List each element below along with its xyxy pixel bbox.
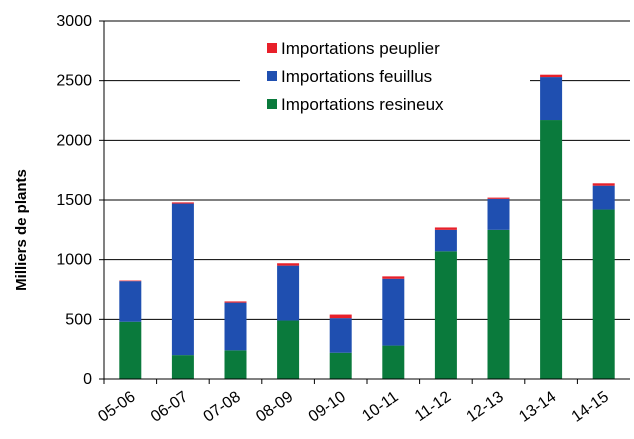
legend-box	[240, 32, 530, 120]
bar-segment	[277, 263, 300, 266]
y-tick-label: 1000	[56, 252, 92, 269]
legend-label: Importations resineux	[281, 95, 444, 114]
bar-segment	[119, 321, 142, 379]
x-tick-label: 05-06	[95, 388, 138, 425]
y-axis-label: Milliers de plants	[13, 169, 30, 291]
bar-segment	[434, 229, 457, 252]
x-tick-label: 08-09	[253, 388, 296, 425]
x-tick-label: 07-08	[201, 388, 244, 425]
bar-segment	[540, 120, 563, 380]
bar-segment	[119, 281, 142, 322]
bar-segment	[119, 280, 142, 282]
bar-segment	[487, 197, 510, 199]
bar-segment	[382, 345, 405, 379]
y-tick-label: 500	[65, 311, 92, 328]
bar-segment	[224, 301, 247, 303]
legend-swatch	[267, 71, 277, 81]
x-tick-label: 12-13	[464, 388, 507, 425]
bar-segment	[277, 265, 300, 321]
y-tick-label: 2000	[56, 132, 92, 149]
y-tick-label: 3000	[56, 13, 92, 30]
bar-segment	[434, 251, 457, 379]
bar-segment	[592, 185, 615, 210]
bar-segment	[277, 320, 300, 379]
y-tick-label: 2500	[56, 73, 92, 90]
bar-segment	[540, 77, 563, 121]
legend-label: Importations peuplier	[281, 39, 440, 58]
y-tick-label: 1500	[56, 192, 92, 209]
bar-segment	[487, 229, 510, 379]
x-tick-label: 11-12	[412, 388, 454, 425]
x-tick-label: 10-11	[359, 388, 401, 425]
legend-label: Importations feuillus	[281, 67, 432, 86]
bar-segment	[592, 209, 615, 379]
bar-segment	[329, 352, 352, 379]
bar-segment	[171, 202, 194, 204]
bar-segment	[329, 314, 352, 319]
bar-segment	[171, 355, 194, 379]
bar-segment	[329, 318, 352, 353]
x-tick-label: 13-14	[516, 388, 559, 425]
bar-segment	[224, 302, 247, 351]
bar-segment	[171, 203, 194, 356]
legend-swatch	[267, 99, 277, 109]
bar-segment	[224, 350, 247, 379]
bar-segment	[487, 198, 510, 230]
x-tick-label: 14-15	[569, 388, 612, 425]
legend-swatch	[267, 43, 277, 53]
bar-segment	[592, 183, 615, 186]
y-tick-label: 0	[83, 371, 92, 388]
bar-segment	[434, 227, 457, 230]
bar-segment	[382, 276, 405, 279]
x-tick-label: 06-07	[148, 388, 191, 425]
bar-segment	[382, 278, 405, 346]
bar-segment	[540, 74, 563, 78]
x-tick-label: 09-10	[306, 388, 349, 425]
